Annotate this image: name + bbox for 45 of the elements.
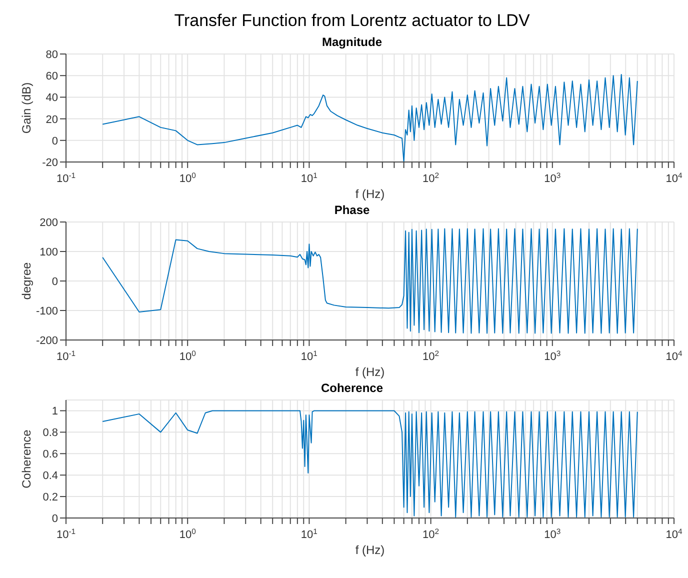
- y-tick-label: 100: [40, 246, 58, 258]
- y-tick-label: 0: [52, 276, 58, 288]
- x-tick-label: 10$^{-1}$: [56, 526, 76, 541]
- y-tick-label: 40: [46, 92, 58, 104]
- y-tick-label: 0.6: [42, 448, 58, 461]
- y-tick-label: 0.4: [42, 470, 58, 482]
- x-tick-label: 10$^{4}$: [666, 170, 683, 185]
- x-tick-label: 10$^{1}$: [300, 348, 318, 363]
- x-tick-label: 10$^{0}$: [179, 348, 196, 363]
- chart-subtitle: Magnitude: [321, 34, 383, 50]
- y-axis-title: Gain (dB): [19, 82, 34, 134]
- y-tick-label: 0: [52, 135, 58, 148]
- x-tick-label: 10$^{0}$: [179, 170, 196, 185]
- x-tick-label: 10$^{2}$: [422, 348, 440, 363]
- x-axis-title: f (Hz): [355, 365, 385, 379]
- y-axis-title: Coherence: [19, 429, 34, 488]
- chart-title: Coherence: [320, 380, 384, 396]
- x-axis-title: f (Hz): [355, 187, 385, 201]
- x-tick-label: 10$^{3}$: [544, 170, 561, 185]
- x-tick-label: 10$^{2}$: [422, 170, 440, 185]
- y-tick-label: -20: [42, 157, 58, 169]
- y-tick-label: 20: [46, 114, 58, 126]
- y-tick-label: -200: [36, 335, 58, 347]
- chart-title: Phase: [333, 202, 371, 218]
- y-tick-label: 0: [52, 513, 58, 525]
- x-tick-label: 10$^{-1}$: [56, 348, 76, 363]
- x-tick-label: 10$^{4}$: [666, 526, 683, 541]
- x-tick-label: 10$^{-1}$: [56, 170, 76, 185]
- y-tick-label: 60: [46, 70, 58, 83]
- x-tick-label: 10$^{3}$: [544, 348, 561, 363]
- y-tick-label: 0.8: [42, 427, 58, 440]
- y-tick-label: -100: [36, 306, 58, 318]
- y-tick-label: 1: [52, 406, 58, 418]
- x-tick-label: 10$^{1}$: [300, 170, 318, 185]
- y-axis-title: degree: [19, 262, 34, 300]
- chart-title: Transfer Function from Lorentz actuator to LDV: [173, 10, 531, 32]
- x-tick-label: 10$^{4}$: [666, 348, 683, 363]
- x-tick-label: 10$^{2}$: [422, 526, 440, 541]
- x-tick-label: 10$^{1}$: [300, 526, 318, 541]
- x-tick-label: 10$^{0}$: [179, 526, 196, 541]
- y-tick-label: 200: [40, 217, 58, 229]
- x-tick-label: 10$^{3}$: [544, 526, 561, 541]
- y-tick-label: 80: [46, 49, 58, 61]
- y-tick-label: 0.2: [42, 492, 58, 504]
- x-axis-title: f (Hz): [355, 543, 385, 557]
